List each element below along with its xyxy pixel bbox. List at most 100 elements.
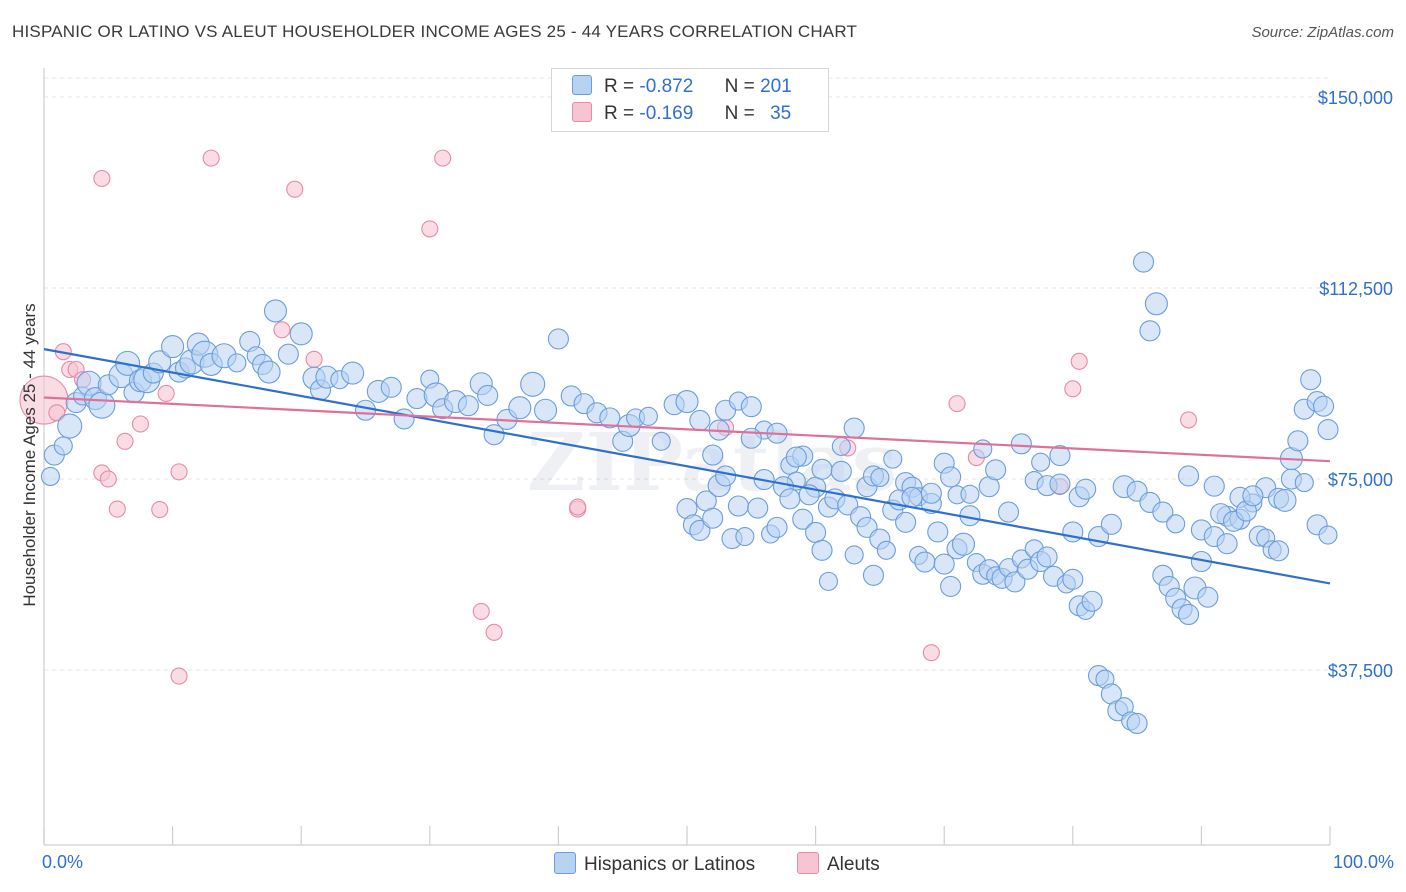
grid-lines (44, 77, 1330, 671)
aleuts-point (485, 623, 503, 641)
hispanics-point (727, 495, 749, 517)
aleuts-point (151, 501, 169, 519)
legend-label-hispanics: Hispanics or Latinos (584, 854, 756, 875)
hispanics-point (1004, 571, 1026, 593)
hispanics-point (933, 553, 955, 575)
legend-n-value: 35 (770, 103, 792, 124)
hispanics-point (1132, 251, 1155, 273)
legend-item-hispanics: Hispanics or Latinos (554, 852, 755, 876)
hispanics-point (57, 413, 83, 439)
hispanics-point (1010, 433, 1032, 455)
series-legend: Hispanics or Latinos Aleuts (0, 852, 1406, 878)
y-tick-labels: $37,500 $75,000 $112,500 $150,000 (1318, 88, 1393, 681)
legend-row-aleuts: R = -0.169 N = 35 (572, 102, 791, 128)
hispanics-point (792, 508, 814, 530)
y-tick-label: $112,500 (1319, 279, 1393, 299)
hispanics-points (40, 251, 1339, 735)
trend-lines (43, 348, 1331, 585)
legend-r-value: -0.872 (639, 76, 694, 97)
aleuts-point (157, 384, 175, 402)
legend-n-value: 201 (760, 76, 792, 97)
legend-swatch-blue (572, 75, 592, 95)
aleuts-point (131, 415, 149, 433)
hispanics-point (148, 350, 172, 374)
hispanics-point (53, 436, 73, 456)
hispanics-point (1139, 320, 1161, 342)
hispanics-point (1081, 590, 1103, 612)
hispanics-point (960, 484, 980, 504)
x-tick-label-min: 0.0% (42, 852, 84, 872)
hispanics-point (1317, 419, 1339, 441)
hispanics-point (1203, 475, 1225, 497)
hispanics-point (811, 458, 833, 480)
hispanics-point (951, 532, 976, 556)
aleuts-point (1070, 352, 1088, 370)
hispanics-point (831, 436, 851, 456)
hispanics-point (1318, 525, 1338, 545)
hispanics-point (702, 444, 724, 466)
y-tick-label: $37,500 (1328, 661, 1393, 681)
hispanics-point (508, 396, 532, 420)
aleuts-point (434, 149, 452, 167)
hispanics-trend-line (43, 348, 1331, 585)
legend-r-label: R = (604, 103, 635, 124)
y-tick-label: $150,000 (1318, 88, 1393, 108)
hispanics-point (533, 398, 558, 422)
hispanics-point (1036, 546, 1058, 568)
hispanics-point (406, 387, 428, 410)
hispanics-point (1300, 369, 1322, 391)
hispanics-point (927, 521, 949, 543)
hispanics-point (289, 322, 313, 346)
hispanics-point (985, 459, 1007, 481)
hispanics-point (341, 361, 365, 385)
hispanics-point (876, 540, 896, 560)
hispanics-point (702, 507, 724, 529)
hispanics-point (1216, 533, 1238, 555)
hispanics-point (1268, 540, 1290, 562)
correlation-legend: R = -0.872 N = 201 R = -0.169 N = 35 (551, 68, 829, 132)
hispanics-point (818, 571, 839, 591)
aleuts-point (48, 404, 66, 422)
hispanics-point (1313, 395, 1335, 417)
hispanics-point (675, 390, 699, 414)
aleuts-point (1064, 380, 1082, 398)
hispanics-point (1049, 445, 1071, 467)
legend-r-label: R = (604, 76, 635, 97)
hispanics-point (354, 399, 377, 421)
hispanics-point (870, 467, 890, 488)
hispanics-point (689, 409, 711, 431)
hispanics-point (1287, 430, 1309, 452)
aleuts-point (421, 220, 439, 238)
y-axis-label: Householder Income Ages 25 - 44 years (20, 303, 39, 607)
hispanics-point (914, 551, 936, 573)
aleuts-point (569, 498, 587, 516)
hispanics-point (747, 497, 769, 519)
hispanics-point (779, 488, 801, 510)
aleuts-point (472, 602, 490, 620)
hispanics-point (599, 407, 621, 429)
hispanics-point (1242, 485, 1264, 507)
legend-swatch-pink (797, 852, 819, 874)
legend-n-label: N = (724, 76, 755, 97)
hispanics-point (638, 406, 658, 426)
hispanics-point (735, 527, 755, 547)
hispanics-point (895, 511, 917, 533)
hispanics-point (40, 466, 60, 487)
chart-title: HISPANIC OR LATINO VS ALEUT HOUSEHOLDER … (12, 22, 858, 41)
hispanics-point (1144, 292, 1168, 316)
legend-swatch-pink (572, 102, 592, 122)
hispanics-point (715, 465, 737, 487)
hispanics-point (805, 521, 827, 544)
hispanics-point (766, 516, 788, 538)
hispanics-point (1075, 478, 1097, 500)
hispanics-point (1062, 568, 1084, 590)
hispanics-point (257, 360, 281, 384)
hispanics-point (161, 335, 185, 359)
hispanics-point (1294, 473, 1314, 493)
aleuts-point (286, 180, 304, 198)
hispanics-point (1049, 473, 1071, 495)
legend-label-aleuts: Aleuts (827, 854, 880, 875)
aleuts-point (273, 321, 291, 339)
hispanics-point (844, 545, 864, 565)
